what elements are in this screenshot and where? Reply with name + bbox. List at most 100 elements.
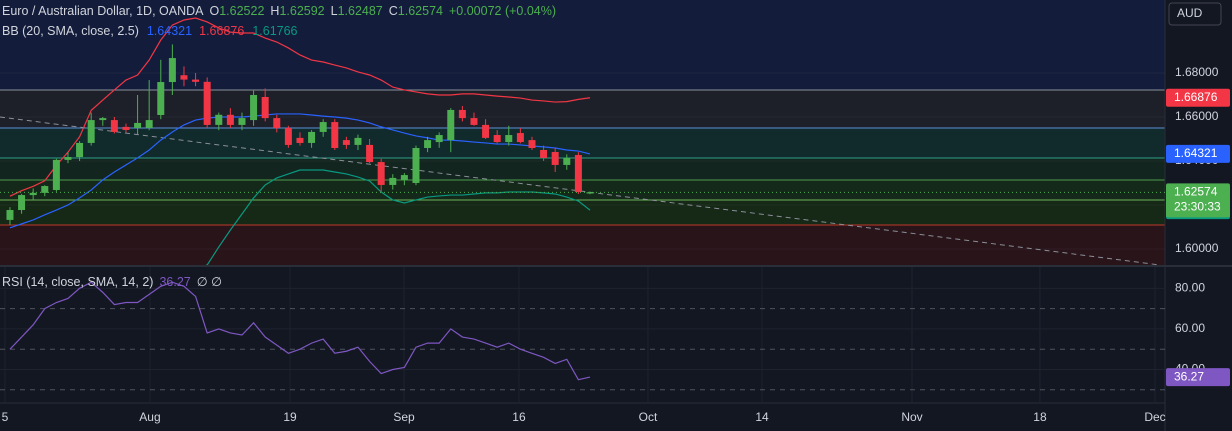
candle-body xyxy=(586,192,594,194)
y-tick-label: 1.60000 xyxy=(1175,241,1219,255)
price-pane xyxy=(0,17,1165,265)
rsi-value: 36.27 xyxy=(159,275,190,289)
candle-body xyxy=(412,148,420,183)
symbol-title: Euro / Australian Dollar, 1D, OANDA xyxy=(2,4,204,18)
axes: 5 Aug 19 Sep 16 Oct 14 Nov 18 Dec 1.68000 1.66000 1.… xyxy=(2,65,1230,424)
candle-body xyxy=(192,79,200,82)
price-badge xyxy=(1166,88,1230,107)
ohlc-prefix: H xyxy=(270,4,279,18)
candle-body xyxy=(400,175,408,180)
candle-body xyxy=(389,177,397,185)
candle-body xyxy=(145,120,153,128)
candle-body xyxy=(110,120,118,132)
candle-body xyxy=(505,135,513,143)
candle-body xyxy=(342,140,350,145)
zone xyxy=(0,180,1165,200)
x-tick-label: Nov xyxy=(901,410,922,424)
candle-body xyxy=(540,149,548,158)
zone xyxy=(0,128,1165,158)
indicator-legend: BB (20, SMA, close, 2.5) 1.64321 1.66876 1.… xyxy=(2,24,298,38)
candle-body xyxy=(447,109,455,141)
indicator-value: 1.61766 xyxy=(252,24,297,38)
ohlc-prefix: L xyxy=(331,4,338,18)
candle-body xyxy=(134,122,142,128)
candle-body xyxy=(99,118,107,121)
currency-box[interactable] xyxy=(1168,2,1222,26)
ohlc-value: 1.62592 xyxy=(279,4,324,18)
ohlc-prefix: C xyxy=(389,4,398,18)
indicator-title: BB (20, SMA, close, 2.5) xyxy=(2,24,139,38)
zone xyxy=(0,0,1165,90)
x-tick-label: Dec xyxy=(1144,410,1165,424)
legends: Euro / Australian Dollar, 1D, OANDA O1.62… xyxy=(2,4,556,289)
x-tick-label: Oct xyxy=(639,410,658,424)
currency-label[interactable]: AUD xyxy=(1177,6,1203,20)
y-tick-label: 80.00 xyxy=(1175,280,1205,294)
ohlc-value: 1.62574 xyxy=(398,4,443,18)
candle-body xyxy=(157,82,165,116)
candle-body xyxy=(516,133,524,143)
candle-body xyxy=(52,159,60,191)
candle-body xyxy=(331,122,339,149)
candle-body xyxy=(308,131,316,143)
candle-body xyxy=(424,140,432,149)
candle-body xyxy=(76,142,84,158)
x-tick-label: Sep xyxy=(393,410,415,424)
candle-body xyxy=(377,162,385,185)
price-badge-label: 1.64321 xyxy=(1174,146,1218,160)
candle-body xyxy=(180,75,188,80)
zone xyxy=(0,158,1165,180)
candle-body xyxy=(574,155,582,192)
candle-body xyxy=(319,122,327,132)
candle-body xyxy=(203,81,211,125)
price-badge-label: 36.27 xyxy=(1174,369,1204,383)
candle-body xyxy=(470,118,478,125)
candle-body xyxy=(354,137,362,145)
x-tick-label: 18 xyxy=(1033,410,1047,424)
price-zones xyxy=(0,0,1165,266)
currency-button[interactable]: AUD xyxy=(1168,2,1222,26)
candle-body xyxy=(366,144,374,163)
x-tick-label: 16 xyxy=(512,410,526,424)
candle-body xyxy=(29,192,37,196)
ohlc-value: 1.62522 xyxy=(219,4,264,18)
candle-body xyxy=(284,127,292,145)
candle-body xyxy=(296,137,304,143)
indicator-value: 1.66876 xyxy=(199,24,244,38)
rsi-pane xyxy=(0,267,1165,403)
rsi-title: RSI (14, close, SMA, 14, 2) xyxy=(2,275,153,289)
ohlc-prefix: O xyxy=(209,4,219,18)
y-tick-label: 1.66000 xyxy=(1175,109,1219,123)
ohlc-value: 1.62487 xyxy=(338,4,383,18)
candle-body xyxy=(528,140,536,149)
zone xyxy=(0,90,1165,128)
candle-body xyxy=(238,118,246,125)
x-tick-label: 19 xyxy=(283,410,297,424)
indicator-line xyxy=(205,169,591,265)
rsi-legend: RSI (14, close, SMA, 14, 2) 36.27 ∅ ∅ xyxy=(2,275,222,289)
price-badge-label: 1.62574 xyxy=(1174,185,1218,199)
symbol-legend: Euro / Australian Dollar, 1D, OANDA O1.62… xyxy=(2,4,556,18)
candle-body xyxy=(64,157,72,160)
candle-body xyxy=(87,120,95,143)
candle-body xyxy=(250,95,258,121)
change-label: +0.00072 (+0.04%) xyxy=(449,4,556,18)
candle-body xyxy=(168,58,176,83)
candle-body xyxy=(563,157,571,165)
candle-body xyxy=(41,186,49,193)
countdown-label: 23:30:33 xyxy=(1174,200,1221,214)
indicator-line xyxy=(9,17,591,197)
candle-body xyxy=(6,210,14,220)
candle-body xyxy=(458,109,466,119)
candle-body xyxy=(493,135,501,143)
zone xyxy=(0,225,1165,265)
x-tick-label: Aug xyxy=(139,410,160,424)
price-badge xyxy=(1166,368,1230,387)
rsi-extra: ∅ ∅ xyxy=(197,275,222,289)
trend-line xyxy=(0,116,1161,266)
y-tick-label: 1.68000 xyxy=(1175,65,1219,79)
indicator-line xyxy=(9,281,591,381)
candle-body xyxy=(435,135,443,143)
price-badge xyxy=(1166,183,1230,218)
